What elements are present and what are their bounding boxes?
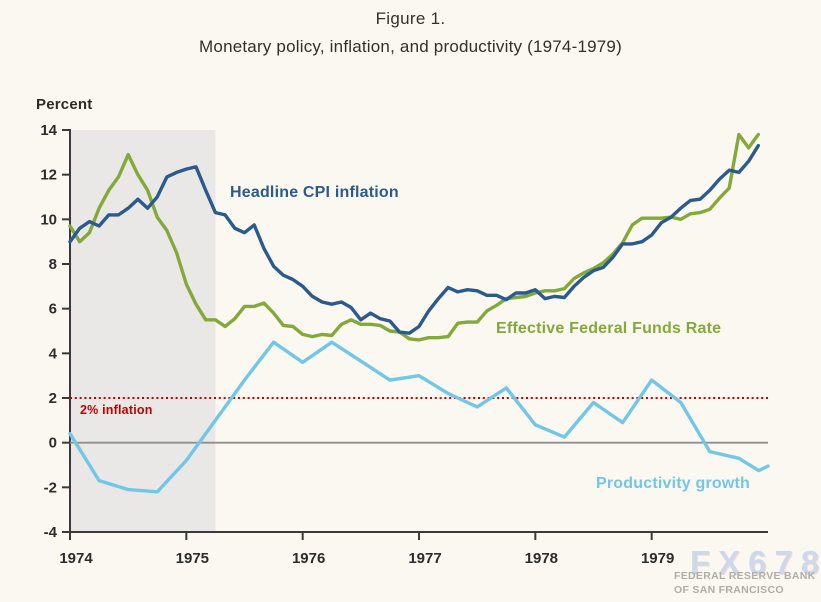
x-tick-label: 1974: [59, 550, 93, 567]
watermark-frbsf: FEDERAL RESERVE BANK OF SAN FRANCISCO: [674, 570, 816, 598]
x-tick-label: 1978: [525, 550, 558, 567]
series-label-productivity-growth: Productivity growth: [596, 475, 751, 492]
figure-title: Figure 1.: [375, 9, 446, 28]
figure-subtitle: Monetary policy, inflation, and producti…: [199, 37, 622, 56]
series-line-productivity-growth: [68, 340, 770, 494]
series-line-effective-federal-funds-rate: [68, 132, 760, 342]
y-tick-label: 8: [49, 256, 57, 273]
y-tick-label: 12: [40, 167, 57, 184]
x-tick-label: 1976: [292, 550, 325, 567]
y-tick-label: 6: [49, 301, 57, 318]
y-axis-title: Percent: [36, 96, 93, 113]
y-tick-label: -4: [44, 524, 58, 541]
x-tick-label: 1975: [176, 550, 209, 567]
watermark-frbsf-line1: FEDERAL RESERVE BANK: [674, 570, 816, 582]
x-tick-label: 1977: [408, 550, 441, 567]
y-tick-label: 14: [40, 122, 57, 139]
recession-band: [70, 130, 216, 532]
y-tick-label: 0: [49, 435, 57, 452]
x-tick-label: 1979: [641, 550, 674, 567]
y-tick-label: 2: [49, 390, 57, 407]
watermark-frbsf-line2: OF SAN FRANCISCO: [674, 583, 784, 596]
watermark-fx678-logo: FX678: [690, 544, 821, 581]
series-label-effective-federal-funds-rate: Effective Federal Funds Rate: [496, 320, 722, 337]
y-tick-label: -2: [44, 479, 57, 496]
y-tick-label: 4: [49, 345, 58, 362]
series-label-headline-cpi-inflation: Headline CPI inflation: [230, 184, 399, 201]
inflation-target-label: 2% inflation: [80, 403, 153, 417]
series-line-headline-cpi-inflation: [68, 143, 760, 335]
y-tick-label: 10: [40, 211, 57, 228]
